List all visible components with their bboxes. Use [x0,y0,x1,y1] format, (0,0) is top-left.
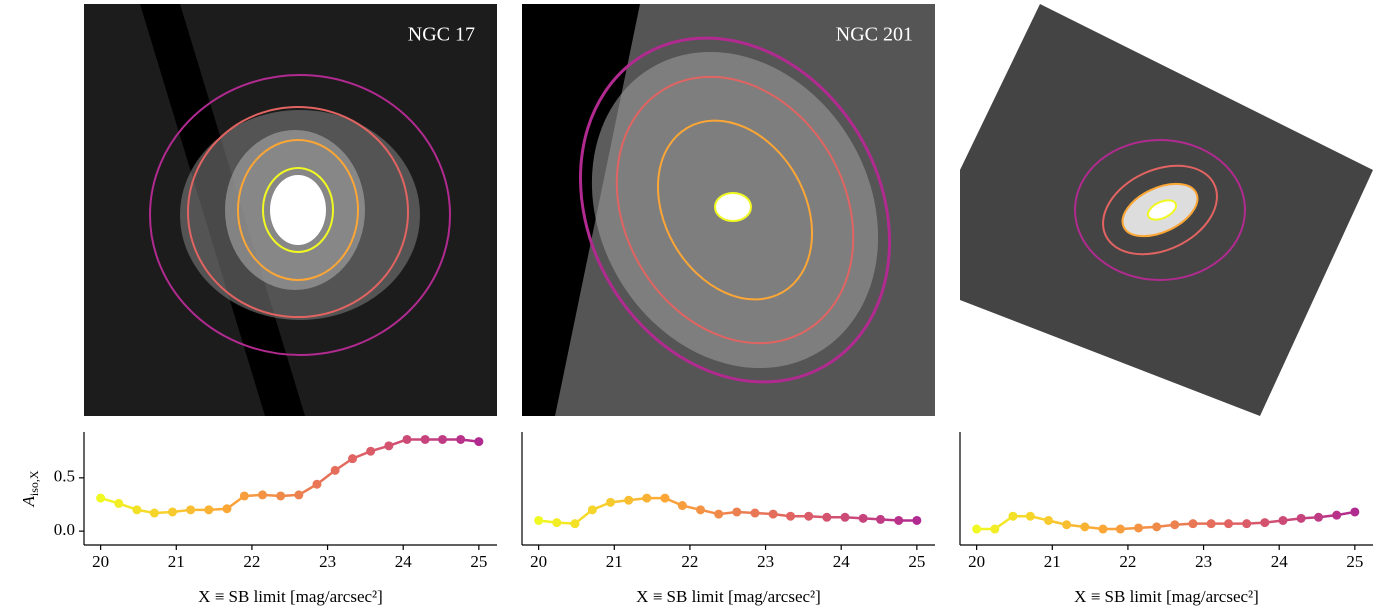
data-point [420,434,430,444]
data-point [1260,518,1270,528]
galaxy-image [84,4,497,416]
x-tick-label: 23 [319,552,336,571]
x-tick-label: 23 [757,552,774,571]
x-tick-label: 25 [470,552,487,571]
data-point [186,505,196,515]
data-point [1170,520,1180,530]
data-point [786,511,796,521]
x-tick-label: 25 [908,552,925,571]
data-point [114,498,124,508]
y-axis-label-sub: iso,X [27,470,41,496]
data-point [438,434,448,444]
data-point [840,512,850,522]
data-point [1350,507,1360,517]
data-point [132,505,142,515]
data-point [990,524,1000,534]
data-point [624,495,634,505]
y-axis-label: Aiso,X [19,470,41,507]
data-point [1008,511,1018,521]
y-axis-label-base: A [19,496,38,508]
x-tick-label: 23 [1195,552,1212,571]
data-point [1044,515,1053,525]
y-tick-label: 0.0 [54,520,75,539]
data-point [366,446,376,456]
data-point [606,497,615,507]
data-point [1242,519,1252,529]
panel-title: NGC 4600 [1264,24,1351,46]
data-point [822,512,832,522]
x-axis-label: X ≡ SB limit [mag/arcsec²] [636,587,821,606]
data-point [858,513,868,523]
x-tick-label: 22 [243,552,260,571]
data-point [570,519,580,529]
data-point [1098,524,1108,534]
data-point [402,434,412,444]
data-point [1062,520,1072,530]
x-tick-label: 20 [92,552,109,571]
data-point [1206,519,1216,529]
x-tick-label: 22 [681,552,698,571]
data-point [1314,512,1324,522]
data-point [168,507,177,517]
data-point [312,479,322,489]
data-point [1332,510,1342,520]
data-point [732,507,742,517]
data-point [204,505,214,515]
data-point [222,504,232,514]
data-point [1115,524,1125,534]
data-point [1080,522,1090,532]
data-point [294,490,304,500]
x-tick-label: 20 [530,552,547,571]
data-point [552,518,562,528]
data-point [456,434,466,444]
data-point [239,491,249,501]
data-point [1296,513,1306,523]
data-point [330,465,340,475]
data-point [876,514,886,524]
galaxy-image [960,4,1373,416]
x-tick-label: 21 [168,552,185,571]
panel-title: NGC 17 [408,24,475,46]
data-point [276,491,286,501]
data-point [804,511,814,521]
data-point [912,515,922,525]
data-point [474,437,484,447]
x-tick-label: 25 [1346,552,1363,571]
data-point [642,493,652,503]
data-point [660,493,670,503]
x-tick-label: 24 [1271,552,1289,571]
data-point [1188,519,1198,529]
data-point [972,524,982,534]
data-point [258,490,268,500]
data-point [96,493,106,503]
data-point [1224,519,1234,529]
data-point [894,515,904,525]
data-point [534,515,544,525]
data-point [750,508,760,518]
data-point [1152,522,1162,532]
data-point [768,509,778,519]
data-point [587,505,597,515]
x-tick-label: 22 [1119,552,1136,571]
galaxy-image [522,4,935,416]
x-axis-label: X ≡ SB limit [mag/arcsec²] [1074,587,1259,606]
x-axis-label: X ≡ SB limit [mag/arcsec²] [198,587,383,606]
x-tick-label: 24 [395,552,413,571]
x-tick-label: 21 [606,552,623,571]
panel-title: NGC 201 [836,24,913,46]
y-tick-label: 0.5 [54,467,75,486]
data-point [714,509,724,519]
x-tick-label: 21 [1044,552,1061,571]
data-point [1134,523,1144,533]
x-tick-label: 20 [968,552,985,571]
data-point [384,441,394,451]
data-point [149,508,159,518]
data-point [677,501,687,511]
data-point [1278,515,1288,525]
data-point [1025,511,1035,521]
x-tick-label: 24 [833,552,851,571]
data-point [696,505,706,515]
data-point [348,454,358,464]
